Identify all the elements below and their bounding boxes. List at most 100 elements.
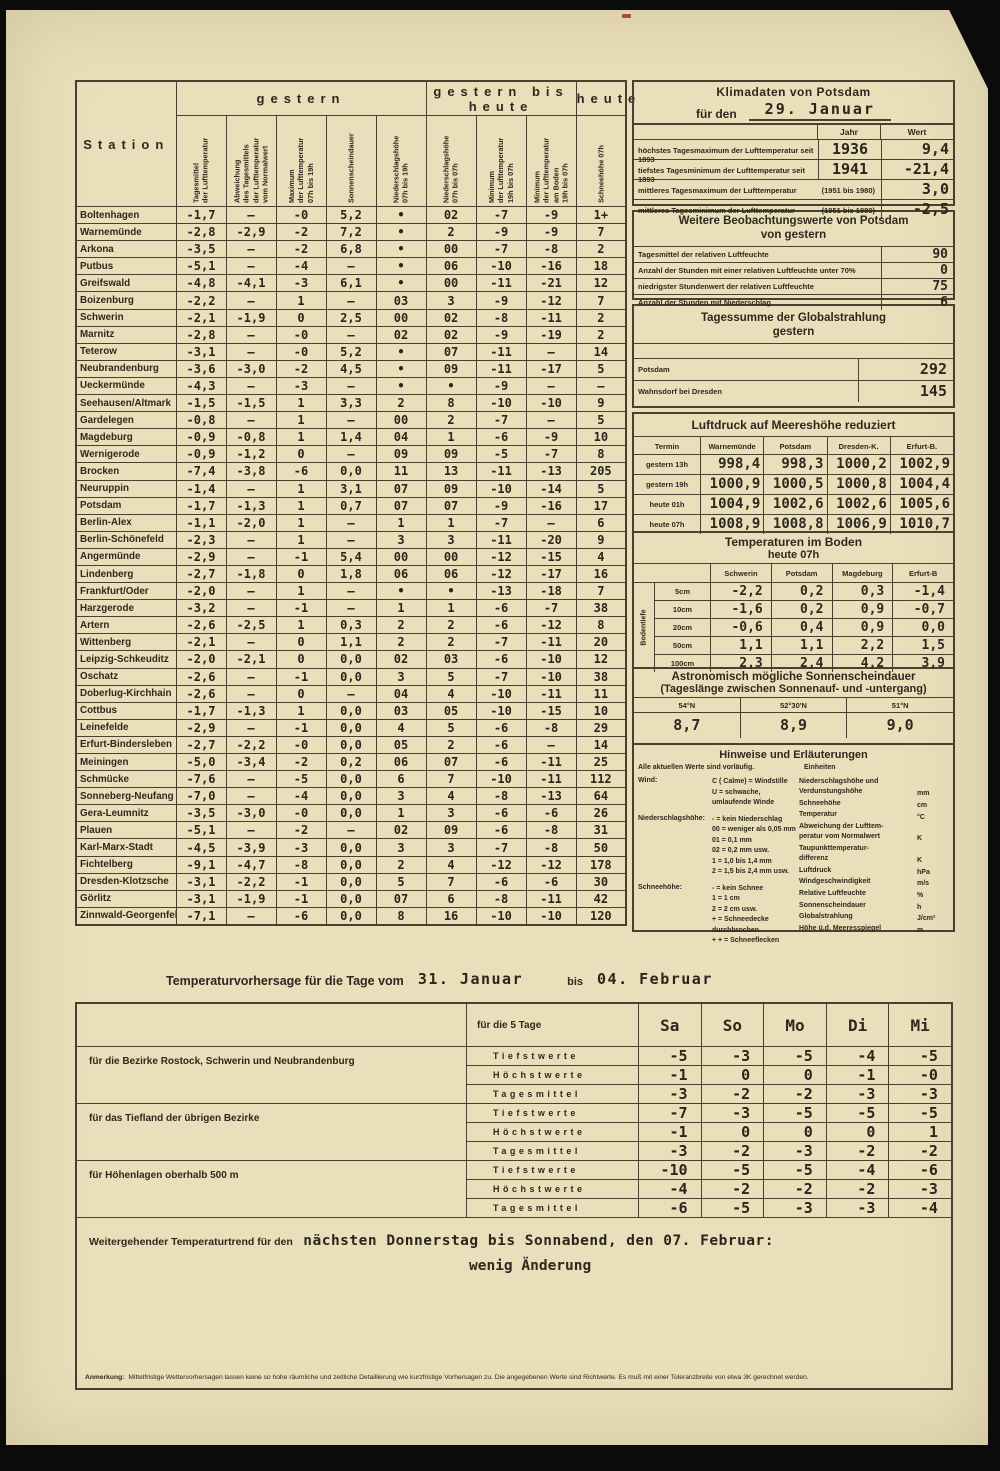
luftdruck-row: gestern 19h 1000,9 1000,5 1000,8 1004,4 [634,474,953,494]
value-maximum: -1 [275,872,327,891]
value-maximum: -0 [275,325,327,344]
day-header: Sa [639,1004,702,1046]
value-schneehoehe: 7 [575,582,627,601]
boden-row: 100cm 2,3 2,4 4,2 3,9 [655,654,953,672]
forecast-row: Tagesmittel -6 -5 -3 -3 -4 [467,1198,951,1217]
value-niederschlag-07h: 5 [425,667,477,686]
beobachtung-row: Tagesmittel der relativen Luftfeuchte 90 [634,245,953,262]
termin-label: gestern 13h [645,460,689,469]
forecast-value: 0 [764,1066,827,1084]
soil-temp-value: 2,2 [831,637,893,654]
value-abweichung: -4,7 [225,855,277,874]
value-schneehoehe: 14 [575,735,627,755]
value-tagesmittel: -1,5 [175,394,227,413]
definition-lines: - = kein Niederschlag 00 = weniger als 0… [712,815,796,876]
metric-label: Tagesmittel [467,1142,639,1160]
value-min-luft: -9 [475,223,527,242]
value-maximum: -0 [275,342,327,361]
station-row: Erfurt-Bindersleben -2,7 -2,2 -0 0,0 05 … [75,735,627,755]
record-year: 1936 [818,140,881,159]
value-niederschlag-07h: 16 [425,906,477,926]
luftdruck-station-header: Erfurt-B. [889,437,953,454]
value-sonnenschein: – [325,445,377,464]
rotated-column-header: Minimum der Lufttemperatur 19h bis 07h [475,115,527,207]
unit-label: Schneehöhe [799,799,841,807]
forecast-value: -2 [702,1085,765,1103]
value-sonnenschein: 5,2 [325,342,377,361]
value-min-luft: -6 [475,428,527,447]
depth-label: 50cm [672,641,693,650]
unit-label: Sonnenscheindauer [799,901,866,909]
value-abweichung: -0,8 [225,428,277,447]
unit-label: Höhe ü.d. Meeresspiegel [799,924,882,932]
value-maximum: -2 [275,223,327,242]
value-schneehoehe: 12 [575,650,627,669]
boden-row: 20cm -0,6 0,4 0,9 0,0 [655,618,953,636]
value-maximum: 0 [275,684,327,703]
beobachtung-section: Weitere Beobachtungswerte von Potsdam vo… [632,210,955,310]
value-niederschlag-19h: • [375,223,427,242]
value-schneehoehe: 7 [575,223,627,242]
metric-label: Höchstwerte [467,1066,639,1084]
pressure-value: 1002,9 [889,455,953,474]
station-name: Seehausen/Altmark [75,394,177,413]
beobachtung-value: 90 [881,246,953,262]
value-abweichung: – [225,770,277,789]
value-tagesmittel: -0,9 [175,445,227,464]
value-maximum: 1 [275,530,327,549]
forecast-row: Höchstwerte -1 0 0 -1 -0 [467,1065,951,1084]
rotated-column-header: Abweichung des Tagesmittels der Lufttemp… [225,115,277,207]
value-maximum: 1 [275,701,327,720]
value-tagesmittel: -3,1 [175,889,227,908]
value-tagesmittel: -2,9 [175,547,227,566]
luftdruck-station-header: Dresden-K. [826,437,890,454]
station-name: Karl-Marx-Stadt [75,838,177,857]
pressure-value: 1000,2 [826,455,890,474]
document-page: Station gestern gestern bis heute heute … [6,9,989,1445]
station-row: Berlin-Schönefeld -2,3 – 1 – 3 3 -11 -20… [75,530,627,549]
station-name: Berlin-Alex [75,513,177,532]
value-niederschlag-07h: 02 [425,205,477,225]
station-row: Gardelegen -0,8 – 1 – 00 2 -7 – 5 [75,411,627,430]
station-name: Doberlug-Kirchhain [75,684,177,703]
value-min-boden: -11 [525,770,577,789]
value-schneehoehe: 2 [575,240,627,259]
value-niederschlag-19h: • [375,342,427,361]
value-niederschlag-07h: 1 [425,513,477,532]
value-tagesmittel: -2,9 [175,718,227,737]
unit-label: Globalstrahlung [799,913,853,921]
value-min-luft: -6 [475,752,527,772]
value-min-luft: -9 [475,496,527,515]
rotated-column-header: Minimum der Lufttemperatur am Boden 19h … [525,115,577,207]
value-maximum: 0 [275,308,327,327]
value-tagesmittel: -2,2 [175,291,227,310]
forecast-row: Tiefstwerte -10 -5 -5 -4 -6 [467,1161,951,1179]
value-niederschlag-19h: 03 [375,291,427,310]
beobachtung-subtitle: von gestern [760,228,827,241]
station-name: Dresden-Klotzsche [75,872,177,891]
value-niederschlag-07h: 13 [425,462,477,481]
soil-temp-value: 0,3 [831,583,893,600]
definition-term: Schneehöhe: [638,883,682,891]
value-niederschlag-19h: 2 [375,855,427,874]
unit-row: Globalstrahlung J/cm² [799,912,949,922]
unit-symbol: J/cm² [917,915,936,923]
latitude-header: 52°30'N [739,698,847,712]
forecast-value: -10 [639,1161,702,1179]
station-name: Gardelegen [75,411,177,430]
value-abweichung: – [225,667,277,686]
pressure-value: 1008,8 [763,515,826,534]
soil-temp-value: 0,2 [770,583,832,600]
value-tagesmittel: -1,1 [175,513,227,532]
value-tagesmittel: -7,0 [175,787,227,806]
definition-lines: - = kein Schnee 1 = 1 cm 2 = 2 cm usw. +… [712,884,780,945]
value-schneehoehe: 17 [575,496,627,515]
forecast-value: -5 [702,1161,765,1179]
luftdruck-row: heute 07h 1008,9 1008,8 1006,9 1010,7 [634,514,953,534]
forecast-value: -5 [764,1047,827,1065]
soil-temp-value: 0,9 [831,601,893,618]
forecast-value: -2 [919,1142,938,1160]
value-abweichung: – [225,582,277,601]
forecast-value: -3 [919,1085,938,1103]
station-name: Neuruppin [75,479,177,498]
